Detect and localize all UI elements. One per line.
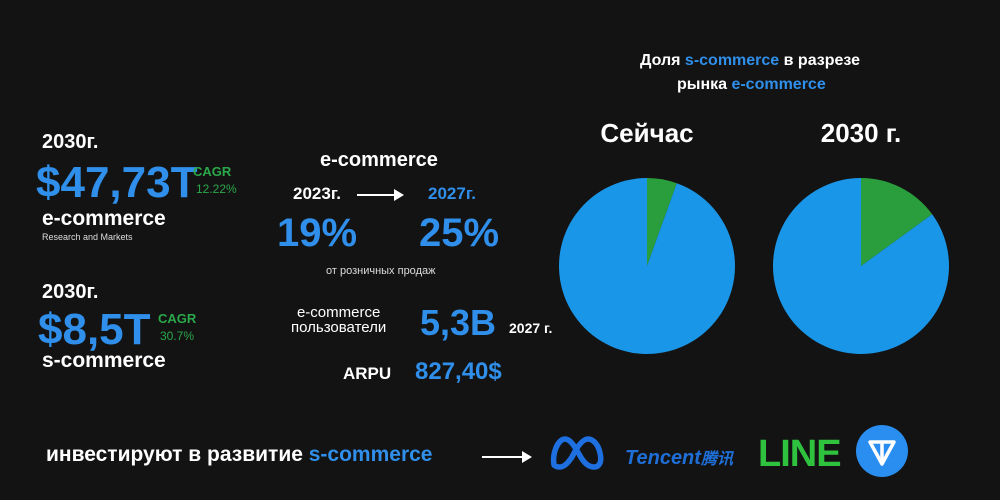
users-year: 2027 г. [509,320,553,336]
tencent-logo: Tencent腾讯 [625,445,733,470]
year-from: 2023г. [293,184,341,203]
invest-text-part2: s-commerce [308,443,433,466]
ecom-year: 2030г. [42,131,99,153]
pie-title-line2-part2: e-commerce [731,76,826,93]
ecom-cagr-label: CAGR [193,164,232,179]
ecom-market-value: $47,73T [36,158,198,207]
arrow-icon [357,189,404,201]
arpu-label: ARPU [343,364,392,383]
invest-text-part1: инвестируют в развитие [46,443,309,466]
arpu-value: 827,40$ [415,358,502,385]
pie-section-title-line2: рынка e-commerce [677,76,826,94]
line-logo: LINE [758,433,842,475]
scom-year: 2030г. [42,281,99,303]
ecom-cagr-value: 12.22% [196,182,237,196]
meta-logo-icon [550,436,604,470]
scom-cagr-label: CAGR [158,311,197,326]
pie-title-line2-part1: рынка [677,76,732,93]
share-from: 19% [277,211,358,255]
arrow-icon [482,451,532,463]
pie-title: 2030 г. [821,118,902,148]
scom-market-value: $8,5T [38,305,151,354]
pie-slice-e-commerce [773,177,949,354]
users-value: 5,3B [420,302,497,343]
scom-label: s-commerce [42,349,166,372]
year-to: 2027г. [428,184,476,203]
pie-title: Сейчас [600,118,693,148]
pie-title-part2: s-commerce [684,52,780,69]
share-note: от розничных продаж [326,265,436,277]
ecom-label: e-commerce [42,207,166,230]
ton-logo-icon [856,425,908,477]
pie-title-part3: в разрезе [779,52,861,69]
pie-slice-s-commerce [647,178,677,266]
pie-slice-e-commerce [558,178,735,355]
pie-title-part1: Доля [640,52,685,69]
invest-text: инвестируют в развитие s-commerce [46,443,432,467]
users-label-line1: e-commerce [296,304,381,321]
middle-title: e-commerce [320,149,438,171]
users-label: e-commerce пользователи [291,305,386,335]
pie-slice-s-commerce [861,178,933,266]
share-to: 25% [419,211,500,255]
source-note: Research and Markets [42,232,133,242]
tencent-logo-cn: 腾讯 [700,451,733,468]
users-label-line2: пользователи [291,319,387,336]
pie-section-title-line1: Доля s-commerce в разрезе [640,52,860,70]
tencent-logo-text: Tencent [625,447,701,469]
scom-cagr-value: 30.7% [160,329,195,343]
